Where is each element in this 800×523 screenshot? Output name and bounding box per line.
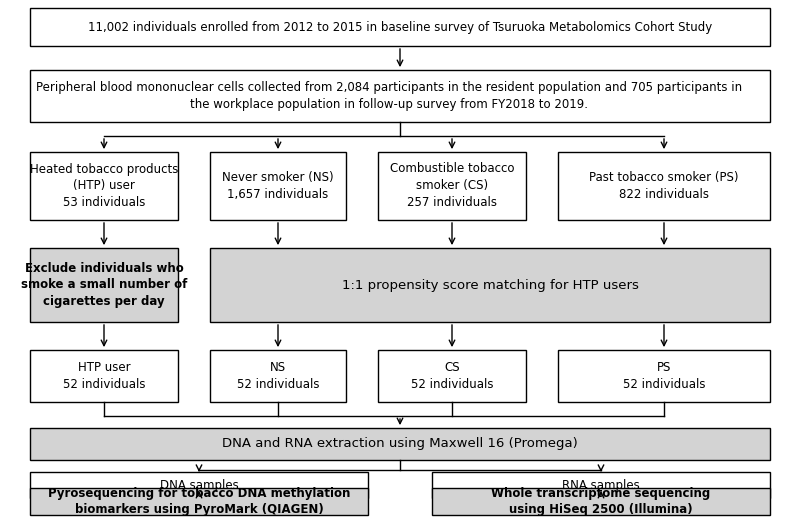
Bar	[30, 152, 178, 220]
Text: Heated tobacco products
(HTP) user
53 individuals: Heated tobacco products (HTP) user 53 in…	[30, 163, 178, 210]
Text: DNA and RNA extraction using Maxwell 16 (Promega): DNA and RNA extraction using Maxwell 16 …	[222, 438, 578, 450]
Bar	[210, 152, 346, 220]
Text: Combustible tobacco
smoker (CS)
257 individuals: Combustible tobacco smoker (CS) 257 indi…	[390, 163, 514, 210]
Bar	[378, 152, 526, 220]
Bar	[210, 248, 770, 322]
Text: RNA samples: RNA samples	[562, 479, 640, 492]
Bar	[30, 70, 770, 122]
Bar	[432, 488, 770, 515]
Text: DNA samples: DNA samples	[160, 479, 238, 492]
Text: Whole transcriptome sequencing
using HiSeq 2500 (Illumina): Whole transcriptome sequencing using HiS…	[491, 486, 710, 517]
Text: Past tobacco smoker (PS)
822 individuals: Past tobacco smoker (PS) 822 individuals	[590, 171, 738, 201]
Bar	[378, 350, 526, 402]
Bar	[30, 488, 368, 515]
Bar	[30, 428, 770, 460]
Text: Never smoker (NS)
1,657 individuals: Never smoker (NS) 1,657 individuals	[222, 171, 334, 201]
Bar	[210, 350, 346, 402]
Bar	[558, 152, 770, 220]
Text: PS
52 individuals: PS 52 individuals	[622, 361, 706, 391]
Bar	[30, 472, 368, 498]
Text: 11,002 individuals enrolled from 2012 to 2015 in baseline survey of Tsuruoka Met: 11,002 individuals enrolled from 2012 to…	[88, 20, 712, 33]
Text: 1:1 propensity score matching for HTP users: 1:1 propensity score matching for HTP us…	[342, 279, 638, 291]
Text: Peripheral blood mononuclear cells collected from 2,084 participants in the resi: Peripheral blood mononuclear cells colle…	[36, 81, 742, 111]
Text: CS
52 individuals: CS 52 individuals	[410, 361, 494, 391]
Bar	[30, 8, 770, 46]
Bar	[30, 248, 178, 322]
Bar	[558, 350, 770, 402]
Text: HTP user
52 individuals: HTP user 52 individuals	[62, 361, 146, 391]
Bar	[432, 472, 770, 498]
Bar	[30, 350, 178, 402]
Text: Pyrosequencing for tobacco DNA methylation
biomarkers using PyroMark (QIAGEN): Pyrosequencing for tobacco DNA methylati…	[48, 486, 350, 517]
Text: NS
52 individuals: NS 52 individuals	[237, 361, 319, 391]
Text: Exclude individuals who
smoke a small number of
cigarettes per day: Exclude individuals who smoke a small nu…	[21, 262, 187, 309]
